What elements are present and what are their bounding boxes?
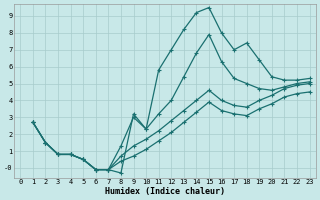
X-axis label: Humidex (Indice chaleur): Humidex (Indice chaleur) xyxy=(105,187,225,196)
